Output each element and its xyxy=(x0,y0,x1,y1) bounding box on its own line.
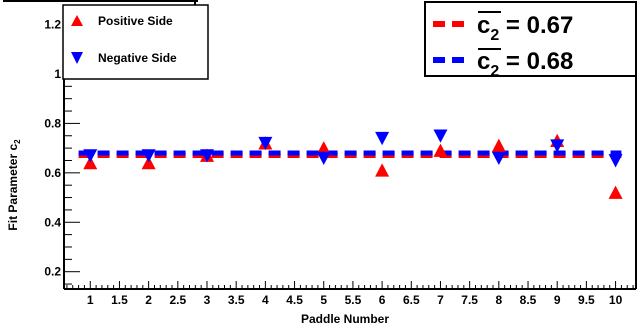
positive-side-marker xyxy=(375,163,390,177)
negative-side-marker xyxy=(141,149,156,163)
positive-side-marker xyxy=(316,141,331,155)
x-tick-label: 7 xyxy=(437,293,444,307)
positive-side-marker xyxy=(608,185,623,199)
x-tick-label: 9 xyxy=(554,293,561,307)
mean-legend: c2 = 0.67 c2 = 0.68 xyxy=(424,1,637,80)
negative-side-marker xyxy=(433,129,448,143)
x-tick-label: 3.5 xyxy=(228,293,245,307)
y-tick-label: 0.2 xyxy=(44,265,61,279)
data-markers xyxy=(83,129,623,199)
x-tick-label: 10 xyxy=(609,293,623,307)
positive-side-marker xyxy=(141,155,156,170)
x-axis-title: Paddle Number xyxy=(301,312,389,326)
y-axis-title-subscript: 2 xyxy=(13,139,22,144)
positive-side-marker xyxy=(83,155,98,170)
x-tick-label: 1.5 xyxy=(111,293,128,307)
x-tick-label: 7.5 xyxy=(461,293,478,307)
legend-label-positive: Positive Side xyxy=(98,14,173,28)
series-legend: Positive Side Negative Side xyxy=(62,4,209,80)
y-tick-label: 0.8 xyxy=(44,116,61,130)
legend-marker-negative xyxy=(71,52,83,64)
x-tick-label: 5 xyxy=(320,293,327,307)
mean-lines xyxy=(78,150,622,159)
positive-side-marker xyxy=(491,138,506,152)
mean-legend-frame xyxy=(424,1,637,77)
x-tick-label: 6 xyxy=(379,293,386,307)
x-tick-label: 2.5 xyxy=(169,293,186,307)
x-tick-label: 1 xyxy=(87,293,94,307)
x-tick-label: 8 xyxy=(495,293,502,307)
x-tick-label: 6.5 xyxy=(403,293,420,307)
negative-side-marker xyxy=(200,149,214,163)
positive-side-marker xyxy=(433,143,448,157)
negative-side-marker xyxy=(491,151,506,166)
mean-label-value-positive: = 0.67 xyxy=(499,12,573,39)
mean-label-subscript-positive: 2 xyxy=(490,27,499,44)
x-tick-label: 3 xyxy=(204,293,211,307)
mean-legend-label-negative: c2 = 0.68 xyxy=(477,48,573,80)
mean-label-subscript-negative: 2 xyxy=(490,63,499,80)
mean-legend-label-positive: c2 = 0.67 xyxy=(477,12,573,44)
legend-label-negative: Negative Side xyxy=(98,51,177,65)
mean-label-value-negative: = 0.68 xyxy=(499,48,573,75)
plot-axes: 1 1.5 2 2.5 3 3.5 4 4.5 5 5.5 6 6.5 7 7.5 8 8.5 9 9.5 10 0.… xyxy=(44,6,637,307)
y-tick-label: 0.4 xyxy=(44,215,61,229)
y-tick-label: 0.6 xyxy=(44,166,61,180)
negative-side-marker xyxy=(375,131,390,146)
negative-side-marker xyxy=(550,139,565,153)
negative-side-marker xyxy=(316,151,331,166)
negative-side-marker xyxy=(258,136,273,151)
y-tick-label: 1.2 xyxy=(44,18,61,32)
y-axis-title-main: Fit Parameter c xyxy=(6,144,20,231)
mean-label-symbol-positive: c xyxy=(477,12,490,39)
x-tick-label: 9.5 xyxy=(578,293,595,307)
negative-side-marker xyxy=(608,154,623,168)
x-tick-label: 8.5 xyxy=(520,293,537,307)
y-tick-label: 1 xyxy=(54,67,61,81)
mean-label-symbol-negative: c xyxy=(477,48,490,75)
x-tick-label: 4.5 xyxy=(286,293,303,307)
negative-side-marker xyxy=(83,149,98,163)
x-tick-label: 2 xyxy=(145,293,152,307)
x-tick-label: 4 xyxy=(262,293,269,307)
series-legend-frame xyxy=(62,4,209,80)
legend-marker-positive xyxy=(71,15,83,26)
y-axis-title: Fit Parameter c2 xyxy=(6,139,22,231)
x-tick-label: 5.5 xyxy=(345,293,362,307)
